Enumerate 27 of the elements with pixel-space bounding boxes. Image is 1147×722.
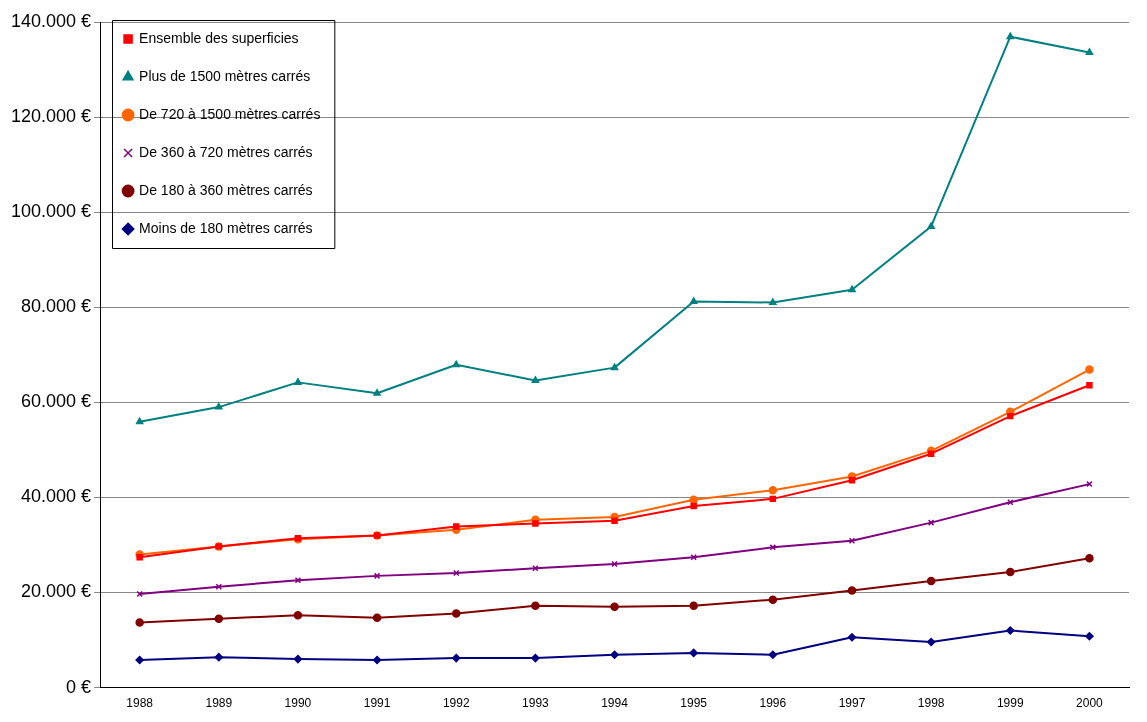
legend-label: De 360 à 720 mètres carrés	[139, 143, 313, 160]
y-tick-label: 20.000 €	[21, 581, 92, 602]
x-tick-label: 1995	[680, 696, 708, 711]
x-tick-label: 1992	[442, 696, 470, 711]
legend-label: Plus de 1500 mètres carrés	[139, 67, 311, 84]
legend-label: De 720 à 1500 mètres carrés	[139, 105, 321, 122]
y-tick-label: 120.000 €	[11, 106, 92, 127]
x-tick-label: 1999	[996, 696, 1024, 711]
x-tick-label: 1996	[759, 696, 787, 711]
y-tick-label: 100.000 €	[11, 201, 92, 222]
x-tick-label: 1997	[838, 696, 866, 711]
y-tick-label: 60.000 €	[21, 391, 92, 412]
x-tick-label: 1993	[522, 696, 550, 711]
x-tick-label: 2000	[1076, 696, 1104, 711]
y-tick-label: 140.000 €	[11, 10, 92, 31]
x-tick-label: 1994	[601, 696, 629, 711]
x-tick-label: 1988	[126, 696, 154, 711]
x-tick-label: 1991	[363, 696, 391, 711]
legend-label: Moins de 180 mètres carrés	[139, 219, 313, 236]
x-tick-label: 1989	[205, 696, 233, 711]
legend-label: De 180 à 360 mètres carrés	[139, 181, 313, 198]
x-tick-label: 1998	[917, 696, 945, 711]
y-tick-label: 0 €	[66, 676, 92, 697]
y-tick-label: 40.000 €	[21, 486, 92, 507]
legend-label: Ensemble des superficies	[139, 29, 299, 46]
x-tick-label: 1990	[284, 696, 312, 711]
y-tick-label: 80.000 €	[21, 296, 92, 317]
